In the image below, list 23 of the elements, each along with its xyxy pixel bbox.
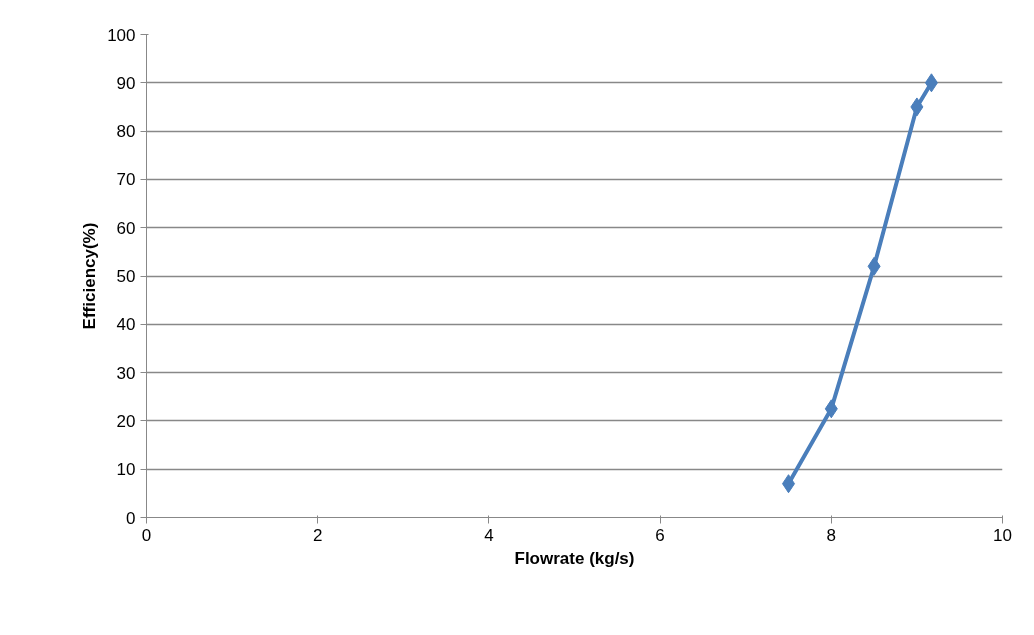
y-tick-label: 10 xyxy=(116,460,136,480)
y-tick-label: 20 xyxy=(116,411,136,431)
y-tick-label: 70 xyxy=(116,170,136,190)
x-tick-label: 2 xyxy=(312,525,323,545)
y-tick-label: 0 xyxy=(126,508,136,528)
y-tick-label: 90 xyxy=(116,73,136,93)
y-tick-label: 50 xyxy=(116,267,136,286)
point xyxy=(910,97,924,117)
x-tick-label: 6 xyxy=(655,525,665,545)
point xyxy=(824,399,838,419)
x-axis-title: Flowrate (kg/s) xyxy=(514,548,635,568)
y-axis-title: Efficiency(%) xyxy=(80,222,100,330)
y-tick-label: 100 xyxy=(107,25,136,45)
point xyxy=(924,73,938,93)
x-tick-label: 10 xyxy=(993,525,1012,545)
y-tick-label: 60 xyxy=(116,218,136,238)
y-tick-label: 80 xyxy=(116,122,136,142)
x-tick-label: 8 xyxy=(826,525,837,545)
y-tick-label: 40 xyxy=(116,315,136,335)
y-tick-label: 30 xyxy=(116,363,136,383)
point xyxy=(867,256,881,276)
x-tick-label: 4 xyxy=(484,525,494,545)
x-tick-label: 0 xyxy=(141,525,152,545)
